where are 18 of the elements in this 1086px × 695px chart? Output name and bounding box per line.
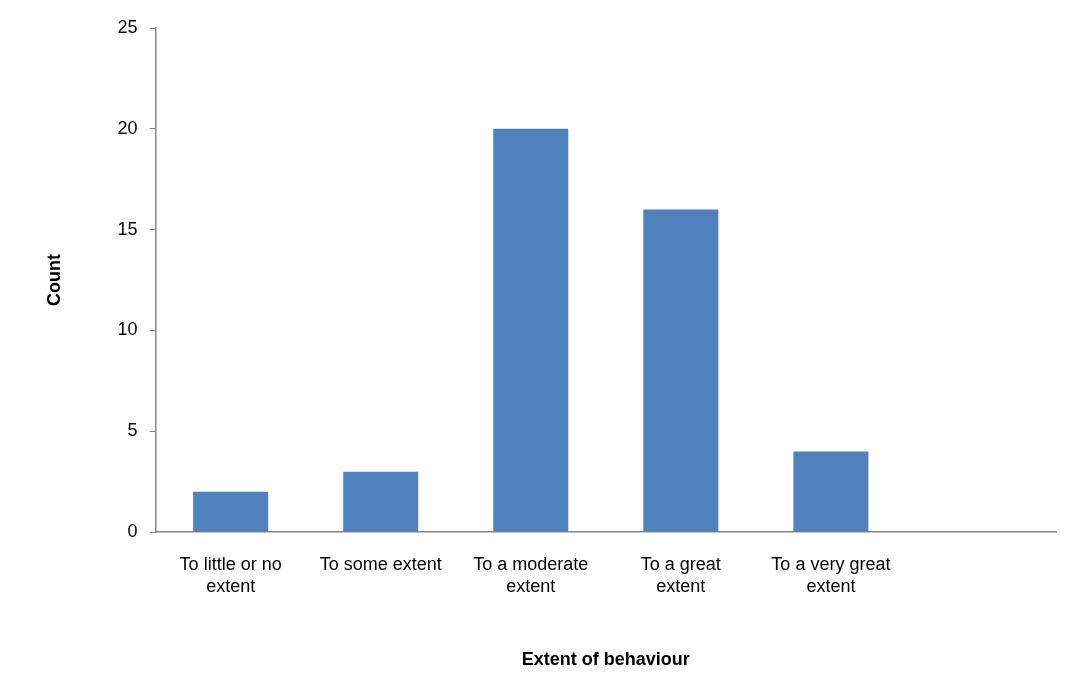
- x-tick-label: To a moderate extent: [473, 553, 589, 596]
- y-tick-label: 20: [117, 117, 138, 138]
- bar: [193, 491, 269, 532]
- y-axis-title: Count: [43, 254, 64, 307]
- bar: [643, 209, 719, 532]
- x-axis-title: Extent of behaviour: [521, 649, 690, 670]
- y-tick-label: 15: [117, 218, 138, 239]
- y-tick-label: 5: [127, 420, 138, 441]
- y-tick-label: 0: [127, 521, 138, 542]
- x-tick-label: To a great extent: [640, 553, 721, 596]
- bar: [493, 128, 569, 532]
- x-tick-label: To some extent: [319, 553, 442, 574]
- x-tick-label: To a very great extent: [771, 553, 891, 596]
- x-tick-label: To little or no extent: [179, 553, 282, 596]
- bar: [793, 451, 869, 532]
- y-tick-label: 10: [117, 319, 138, 340]
- y-tick-label: 25: [117, 16, 138, 37]
- bar: [343, 471, 419, 532]
